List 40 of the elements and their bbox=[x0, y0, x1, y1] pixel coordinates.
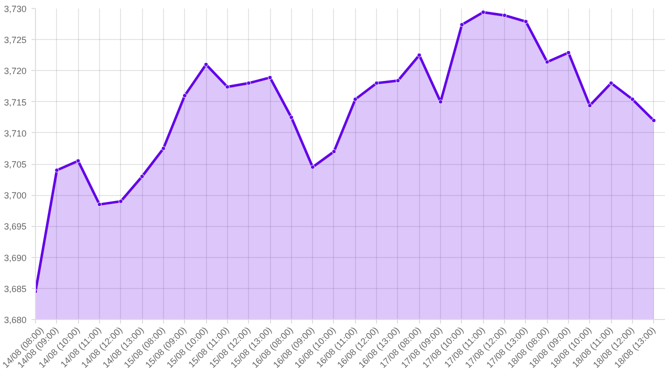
point bbox=[608, 80, 614, 86]
point bbox=[630, 97, 635, 102]
point bbox=[140, 174, 144, 179]
point bbox=[76, 158, 80, 164]
y-tick-label: 3,695 bbox=[4, 222, 27, 232]
y-tick-label: 3,700 bbox=[4, 190, 27, 201]
y-tick-label: 3,730 bbox=[4, 4, 27, 14]
point bbox=[289, 115, 294, 120]
point bbox=[182, 93, 187, 98]
point bbox=[161, 146, 166, 151]
point bbox=[502, 13, 507, 18]
point bbox=[97, 202, 102, 207]
y-tick-label: 3,725 bbox=[4, 35, 27, 46]
point bbox=[353, 97, 358, 102]
point bbox=[118, 199, 124, 204]
point bbox=[544, 60, 550, 64]
point bbox=[54, 168, 60, 172]
y-tick-label: 3,720 bbox=[4, 66, 27, 76]
y-tick-label: 3,680 bbox=[4, 315, 27, 325]
point bbox=[246, 80, 251, 86]
point bbox=[332, 149, 336, 154]
point bbox=[204, 62, 208, 67]
y-tick-label: 3,715 bbox=[4, 97, 27, 108]
y-tick-label: 3,685 bbox=[4, 284, 27, 294]
y-tick-label: 3,705 bbox=[4, 160, 27, 170]
point bbox=[396, 78, 400, 83]
point bbox=[310, 164, 315, 170]
y-tick-label: 3,710 bbox=[4, 128, 27, 138]
point bbox=[438, 100, 443, 104]
point bbox=[566, 50, 571, 55]
point bbox=[524, 19, 528, 24]
point bbox=[652, 118, 656, 123]
point bbox=[268, 75, 272, 80]
point bbox=[417, 52, 422, 58]
point bbox=[588, 103, 592, 108]
y-tick-label: 3,690 bbox=[4, 252, 27, 263]
point bbox=[374, 80, 379, 86]
point bbox=[225, 84, 230, 90]
point bbox=[480, 10, 486, 14]
point bbox=[460, 22, 464, 27]
